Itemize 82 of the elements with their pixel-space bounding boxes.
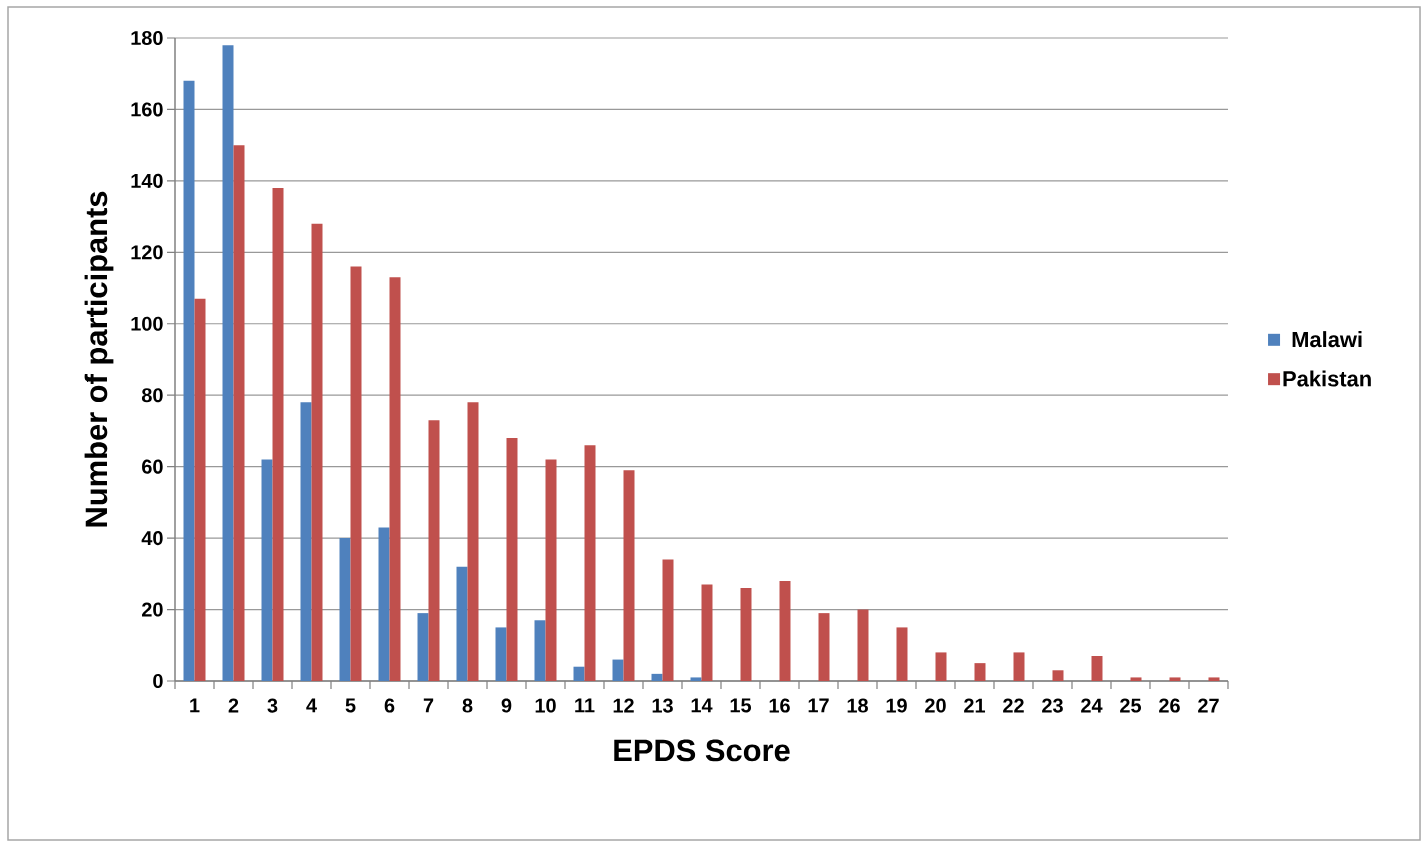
bar (573, 666, 585, 681)
bar (974, 663, 986, 681)
x-tick-label: 14 (691, 698, 713, 713)
y-tick-label: 140 (131, 173, 163, 188)
y-tick-label: 80 (141, 388, 163, 403)
bar (1169, 677, 1181, 681)
bar (690, 677, 702, 681)
x-tick-label: 13 (652, 698, 673, 713)
bar (534, 620, 546, 681)
y-tick-label: 40 (141, 531, 163, 546)
x-tick-label: 26 (1159, 698, 1180, 713)
y-tick-label: 60 (142, 459, 163, 474)
x-tick-label: 18 (847, 698, 868, 713)
y-tick-label: 160 (131, 102, 163, 117)
bar (935, 652, 947, 681)
x-tick-label: 23 (1042, 698, 1063, 713)
bar (1208, 677, 1220, 681)
bar (896, 627, 908, 681)
bar (389, 277, 401, 681)
x-tick-label: 22 (1003, 698, 1024, 713)
x-tick-label: 8 (462, 698, 473, 713)
bar (300, 402, 312, 681)
bar (651, 673, 663, 681)
x-tick-label: 19 (886, 698, 907, 713)
bar (467, 402, 479, 681)
legend-label: Pakistan (1283, 370, 1371, 387)
bar (272, 188, 284, 681)
y-tick-label: 180 (131, 30, 163, 46)
bar (428, 420, 440, 681)
bar (779, 580, 791, 681)
bar (339, 538, 351, 681)
y-tick-label: 100 (131, 316, 163, 331)
bar (222, 45, 234, 681)
bar (1052, 670, 1064, 681)
bar (623, 470, 635, 681)
x-tick-label: 7 (423, 698, 434, 713)
bar (350, 266, 362, 681)
x-tick-label: 21 (964, 698, 986, 713)
bar (701, 584, 713, 681)
legend-label: Malawi (1292, 331, 1362, 348)
x-tick-label: 5 (345, 698, 356, 713)
bar (495, 627, 507, 681)
bar (261, 459, 273, 681)
bar (1130, 677, 1142, 681)
x-tick-label: 9 (501, 698, 512, 713)
bar (194, 298, 206, 681)
bar (740, 588, 752, 681)
x-tick-label: 17 (808, 698, 829, 713)
bar (311, 223, 323, 681)
x-tick-label: 11 (575, 698, 595, 713)
x-tick-label: 6 (384, 698, 395, 713)
x-axis-title: EPDS Score (614, 739, 790, 762)
y-tick-label: 20 (142, 602, 163, 617)
x-tick-label: 12 (613, 698, 634, 713)
x-tick-label: 20 (925, 698, 946, 713)
x-tick-label: 16 (769, 698, 790, 713)
x-tick-label: 1 (190, 698, 200, 713)
bar (233, 145, 245, 681)
y-axis-title: Number of participants (84, 191, 114, 527)
x-tick-label: 4 (306, 698, 317, 713)
x-tick-label: 3 (267, 698, 278, 713)
bar (612, 659, 624, 681)
bar (417, 613, 429, 681)
x-tick-label: 25 (1120, 698, 1142, 713)
x-tick-label: 15 (730, 698, 752, 713)
bar (662, 559, 674, 681)
bar (857, 609, 869, 681)
bar (584, 445, 596, 681)
bar (545, 459, 557, 681)
bar (456, 566, 468, 681)
x-tick-label: 2 (228, 698, 239, 713)
bar (506, 438, 518, 681)
bar (378, 527, 390, 681)
x-tick-label: 27 (1198, 698, 1219, 713)
bar (183, 80, 195, 681)
y-tick-label: 120 (131, 245, 163, 260)
bar (1091, 655, 1103, 681)
bar (1013, 652, 1025, 681)
y-tick-label: 0 (153, 673, 163, 689)
x-tick-label: 24 (1081, 698, 1103, 713)
bar (818, 613, 830, 681)
x-tick-label: 10 (535, 698, 556, 713)
